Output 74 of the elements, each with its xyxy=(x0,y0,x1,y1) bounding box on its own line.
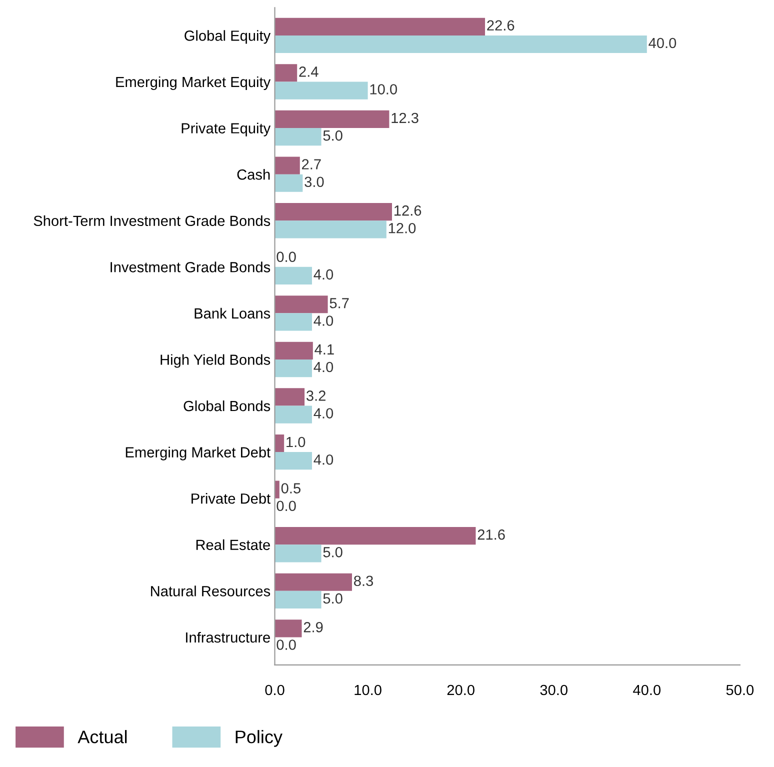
data-label: 4.1 xyxy=(314,344,334,354)
y-tick-label: Cash xyxy=(237,169,270,180)
bar xyxy=(274,174,303,192)
data-label: 3.2 xyxy=(306,390,326,401)
bar xyxy=(274,203,392,221)
data-label: 5.0 xyxy=(323,130,342,141)
x-tick-label: 50.0 xyxy=(726,684,754,696)
bar xyxy=(274,296,328,314)
bar xyxy=(274,388,305,406)
legend-label: Actual xyxy=(78,730,127,744)
data-label: 12.0 xyxy=(388,222,416,234)
data-label: 12.6 xyxy=(394,205,422,216)
bar xyxy=(274,573,352,591)
data-label: 4.0 xyxy=(314,408,334,418)
x-tick-label: 30.0 xyxy=(540,684,568,696)
bar xyxy=(274,128,322,146)
data-label: 4.0 xyxy=(314,269,334,280)
data-label: 22.6 xyxy=(487,20,514,31)
data-label: 4.0 xyxy=(314,362,334,372)
data-label: 0.0 xyxy=(276,252,296,262)
y-tick-label: Natural Resources xyxy=(151,586,270,596)
data-label: 2.9 xyxy=(304,622,323,632)
bar xyxy=(274,82,368,100)
bar xyxy=(274,406,312,424)
data-label: 0.0 xyxy=(276,640,296,650)
data-label: 5.7 xyxy=(330,298,349,308)
data-label: 2.4 xyxy=(299,66,318,77)
bar xyxy=(274,313,312,331)
x-tick-label: 20.0 xyxy=(447,684,474,696)
data-label: 40.0 xyxy=(648,38,676,48)
x-tick-label: 40.0 xyxy=(633,684,661,696)
data-label: 3.0 xyxy=(304,176,324,188)
y-tick-label: High Yield Bonds xyxy=(160,354,270,368)
data-label: 21.6 xyxy=(478,529,505,540)
data-label: 4.0 xyxy=(314,454,334,465)
data-label: 2.7 xyxy=(302,159,321,170)
legend-label: Policy xyxy=(236,730,282,747)
x-tick-label: 0.0 xyxy=(265,684,284,696)
bar xyxy=(274,359,312,378)
bar xyxy=(274,220,386,238)
bar xyxy=(274,110,390,128)
y-tick-label: Investment Grade Bonds xyxy=(110,262,270,272)
bar xyxy=(274,342,313,360)
bar xyxy=(274,156,300,174)
y-tick-label: Bank Loans xyxy=(194,308,270,319)
data-label: 5.0 xyxy=(323,593,342,604)
bar xyxy=(274,544,322,562)
y-tick-label: Emerging Market Equity xyxy=(116,76,271,90)
bar xyxy=(274,64,298,82)
bar xyxy=(274,18,486,36)
y-tick-label: Emerging Market Debt xyxy=(126,446,271,460)
bar xyxy=(274,527,476,545)
bar xyxy=(274,266,312,284)
y-tick-label: Private Debt xyxy=(192,493,270,504)
x-tick-label: 10.0 xyxy=(354,684,382,696)
y-tick-label: Private Equity xyxy=(182,122,271,136)
data-label: 8.3 xyxy=(354,576,374,586)
data-label: 1.0 xyxy=(286,436,306,448)
data-label: 10.0 xyxy=(370,84,398,94)
bar xyxy=(274,590,322,609)
y-tick-label: Real Estate xyxy=(196,539,270,550)
bar xyxy=(274,620,302,638)
data-label: 0.5 xyxy=(281,483,300,494)
y-tick-label: Global Equity xyxy=(184,30,271,44)
bar xyxy=(274,452,312,470)
data-label: 12.3 xyxy=(392,112,418,124)
bar xyxy=(274,35,647,54)
data-label: 0.0 xyxy=(276,500,296,512)
bar xyxy=(274,434,284,452)
y-tick-label: Infrastructure xyxy=(186,632,270,643)
y-tick-label: Short-Term Investment Grade Bonds xyxy=(34,215,270,226)
data-label: 4.0 xyxy=(314,316,334,326)
y-tick-label: Global Bonds xyxy=(184,400,270,412)
data-label: 5.0 xyxy=(323,547,342,558)
